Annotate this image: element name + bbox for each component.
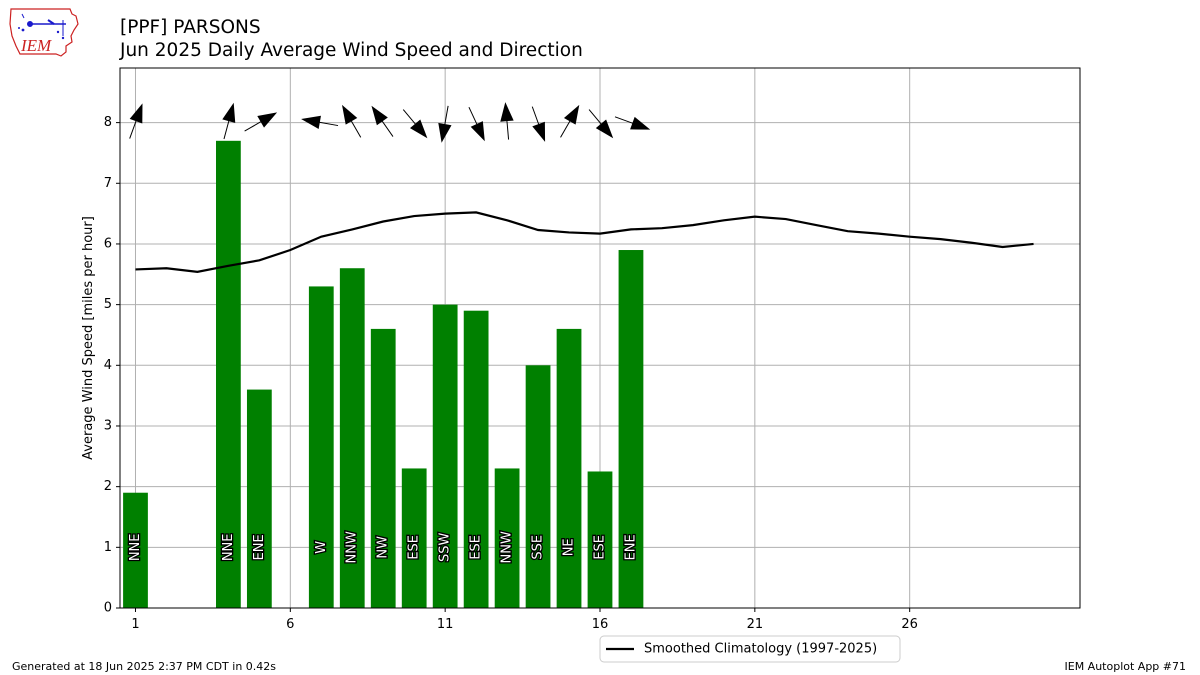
direction-label-day-14: SSE [531,535,546,560]
bar-day-11 [432,304,458,608]
y-tick-label: 3 [104,418,112,433]
wind-arrow-day-9 [371,105,394,137]
y-axis-label: Average Wind Speed [miles per hour] [81,216,96,460]
wind-arrow-day-13 [500,102,514,140]
bar-day-4 [216,140,241,608]
direction-label-day-1: NNE [128,533,143,561]
y-tick-label: 8 [104,115,112,130]
wind-arrow-day-12 [468,106,485,142]
y-tick-label: 0 [104,601,112,616]
direction-label-day-9: NW [376,536,391,559]
x-tick-label: 16 [592,617,609,632]
direction-label-day-5: ENE [252,534,267,560]
x-tick-label: 11 [437,617,454,632]
direction-label-day-10: ESE [407,535,422,560]
wind-arrow-day-16 [588,109,614,139]
legend-box [599,635,901,663]
bar-day-16 [587,471,613,608]
direction-label-day-4: NNE [221,533,236,561]
legend: Smoothed Climatology (1997-2025) [599,635,901,663]
direction-label-day-11: SSW [438,533,453,563]
y-tick-label: 5 [104,297,112,312]
direction-label-day-17: ENE [623,534,638,560]
direction-label-day-12: ESE [469,535,484,560]
bar-day-15 [556,328,582,608]
direction-label-day-16: ESE [593,535,608,560]
bar-day-14 [525,365,551,608]
weather-symbols-icon [18,13,66,40]
wind-arrow-day-10 [402,109,428,139]
y-tick-label: 1 [104,540,112,555]
bar-day-13 [494,468,520,608]
wind-arrow-day-14 [531,106,546,142]
chart-subtitle: Jun 2025 Daily Average Wind Speed and Di… [120,40,583,61]
bar-day-7 [308,286,334,608]
wind-arrow-day-17 [614,116,651,130]
wind-arrow-day-11 [438,105,452,143]
chart-title: [PPF] PARSONS [120,17,261,38]
bar-day-5 [246,389,272,608]
legend-entry-climatology: Smoothed Climatology (1997-2025) [644,642,877,657]
wind-arrow-day-1 [129,103,143,139]
x-tick-label: 26 [901,617,918,632]
wind-arrow-day-7 [301,115,339,129]
x-tick-label: 6 [286,617,294,632]
bar-day-1 [123,492,148,608]
direction-label-day-7: W [314,541,329,554]
state-outline [9,8,79,57]
bar-day-17 [618,250,644,609]
wind-arrow-day-5 [244,112,278,132]
x-tick-label: 1 [131,617,139,632]
direction-label-day-15: NE [562,538,577,556]
wind-arrow-day-4 [222,102,236,140]
wind-arrow-day-15 [560,104,580,138]
wind-arrows [129,102,651,143]
y-tick-label: 7 [104,176,112,191]
direction-label-day-13: NNW [500,531,515,563]
iem-logo: IEM [9,8,79,57]
climatology-line [135,211,1034,273]
direction-label-day-8: NNW [345,531,360,563]
logo-text: IEM [20,36,52,55]
bar-day-8 [339,268,365,608]
y-tick-label: 4 [104,358,112,373]
x-tick-label: 21 [747,617,764,632]
app-credit: IEM Autoplot App #71 [1064,660,1187,673]
wind-arrow-day-8 [342,104,362,138]
bar-day-12 [463,310,489,608]
y-tick-label: 2 [104,479,112,494]
bar-day-9 [370,328,396,608]
y-tick-label: 6 [104,236,112,251]
bar-day-10 [401,468,427,608]
generated-timestamp: Generated at 18 Jun 2025 2:37 PM CDT in … [12,660,277,673]
